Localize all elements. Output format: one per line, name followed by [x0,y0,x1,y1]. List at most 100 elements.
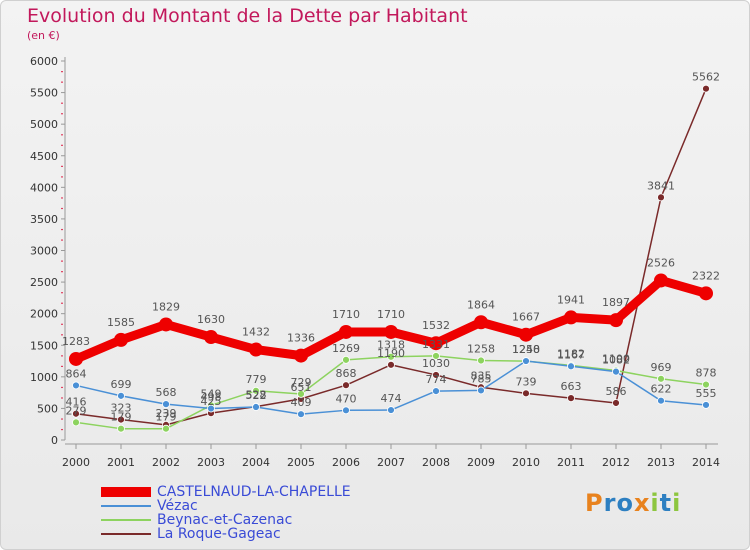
y-minor-tick [61,134,63,136]
data-point [69,351,83,366]
legend-label: Beynac-et-Cazenac [157,512,293,528]
data-label: 3841 [647,179,675,192]
data-point [294,348,308,363]
data-label: 1585 [107,316,135,329]
data-label: 1897 [602,296,630,309]
data-label: 568 [156,386,177,399]
legend-swatch [101,487,151,497]
data-label: 663 [561,380,582,393]
data-label: 1829 [152,300,180,313]
data-label: 699 [111,378,132,391]
data-label: 1864 [467,298,495,311]
y-minor-tick [61,302,63,304]
data-label: 522 [246,389,267,402]
data-label: 1182 [557,347,585,360]
data-point [702,84,710,93]
logo-letter: i [650,489,660,517]
data-label: 729 [291,376,312,389]
y-tick-label: 1500 [30,339,58,352]
data-point [474,315,488,330]
data-point [387,352,395,361]
data-point [432,371,440,379]
x-tick-label: 2010 [512,456,540,469]
data-point [522,357,530,365]
y-minor-tick [61,386,63,389]
data-label: 1331 [422,338,450,351]
data-label: 739 [516,375,537,388]
x-tick-label: 2005 [287,456,315,469]
data-point [702,401,710,409]
line-chart: 0 500 1000 1500 2000 2500 3000 3500 4000 4500 5000… [30,55,720,469]
y-tick-label: 2500 [30,276,58,289]
data-point [609,313,623,328]
data-label: 878 [696,367,717,380]
data-point [114,332,128,347]
data-point [162,400,170,409]
x-tick-label: 2002 [152,456,180,469]
data-label: 651 [291,381,312,394]
y-minor-tick [61,397,63,399]
data-label: 239 [156,407,177,420]
data-point [477,356,485,365]
data-label: 5562 [692,71,720,84]
data-point [702,380,710,389]
data-label: 1248 [512,343,540,356]
x-tick-label: 2007 [377,456,405,469]
data-label: 1336 [287,332,315,345]
y-tick-label: 4500 [30,150,58,163]
data-label: 1710 [332,308,360,321]
logo-letter: x [633,489,651,517]
series-line-3 [75,87,707,426]
data-label: 785 [471,372,492,385]
data-label: 2322 [692,269,720,282]
y-minor-tick [61,239,63,241]
y-tick-label: 2000 [30,308,58,321]
data-point [342,406,350,415]
data-point [654,273,668,288]
x-tick-label: 2012 [602,456,630,469]
data-label: 279 [66,404,87,417]
data-label: 425 [201,395,222,408]
data-point [657,193,665,202]
data-point [384,324,398,339]
data-point [699,286,713,301]
data-label: 179 [111,411,132,424]
y-minor-tick [61,176,63,178]
data-label: 179 [156,411,177,424]
y-tick-label: 5000 [30,118,58,131]
data-label: 774 [426,373,447,386]
data-label: 1667 [512,311,540,324]
logo-letter: t [659,489,673,517]
y-minor-tick [61,418,63,420]
data-label: 409 [291,396,312,409]
data-label: 1269 [332,342,360,355]
legend-label: La Roque-Gageac [157,526,281,542]
data-point [297,390,305,398]
data-point [477,386,485,395]
data-label: 555 [696,387,717,400]
legend-label: Vézac [157,498,198,514]
x-tick-label: 2013 [647,456,675,469]
x-tick-label: 2001 [107,456,135,469]
data-label: 474 [381,392,402,405]
legend-swatch [101,519,151,521]
data-point [657,396,665,405]
data-point [519,327,533,342]
data-label: 1710 [377,308,405,321]
x-tick-label: 2008 [422,456,450,469]
data-point [567,362,575,371]
data-point [387,360,395,369]
y-minor-tick [61,428,63,431]
data-point [72,418,80,427]
data-point [252,386,260,395]
y-tick-label: 3500 [30,213,58,226]
data-point [117,415,125,424]
y-minor-tick [61,165,63,167]
x-tick-label: 2009 [467,456,495,469]
legend-swatch [101,505,151,507]
y-tick-label: 3000 [30,245,58,258]
data-label: 1432 [242,326,270,339]
y-minor-tick [61,260,63,262]
data-point [117,391,125,400]
